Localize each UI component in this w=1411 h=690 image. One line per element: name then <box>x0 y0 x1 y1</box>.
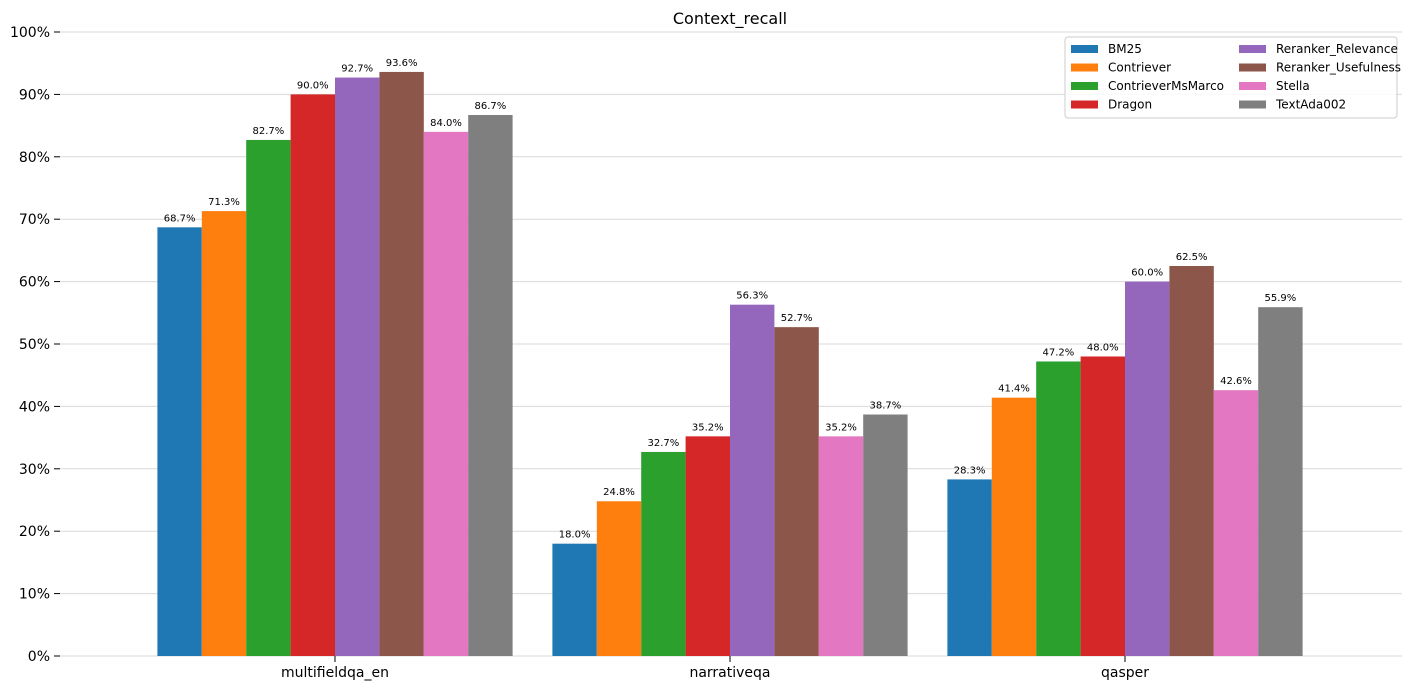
bar-value-label: 93.6% <box>386 58 418 69</box>
bar-value-label: 86.7% <box>475 101 507 112</box>
y-tick-label: 40% <box>19 399 50 415</box>
chart-title: Context_recall <box>673 9 787 29</box>
bar-value-label: 42.6% <box>1220 376 1252 387</box>
y-tick-label: 60% <box>19 275 50 291</box>
bar <box>641 451 686 656</box>
bar <box>290 94 335 656</box>
legend-swatch <box>1239 82 1266 90</box>
legend: BM25 Contriever ContrieverMsMarco Dragon Rer… <box>1064 36 1401 119</box>
bar-value-label: 47.2% <box>1043 347 1075 358</box>
bar <box>685 436 730 656</box>
bar <box>468 114 513 656</box>
legend-entry: Stella <box>1276 79 1310 93</box>
legend-entry: Reranker_Usefulness <box>1276 61 1401 75</box>
bar <box>1213 390 1259 656</box>
bar-value-label: 60.0% <box>1131 268 1163 279</box>
bar <box>201 211 247 656</box>
bar <box>379 71 424 657</box>
x-tick-label: qasper <box>1101 665 1149 681</box>
bar-value-label: 52.7% <box>781 313 813 324</box>
bar-value-label: 41.4% <box>998 384 1030 395</box>
x-axis: multifieldqa_en narrativeqa qasper <box>281 656 1149 681</box>
bar <box>1080 356 1125 656</box>
bar-value-label: 82.7% <box>253 126 285 137</box>
bar <box>596 501 642 656</box>
bar-value-label: 62.5% <box>1176 252 1208 263</box>
y-tick-label: 100% <box>10 25 50 41</box>
bars <box>157 71 1303 657</box>
bar-value-label: 71.3% <box>208 197 240 208</box>
bar <box>730 304 775 656</box>
legend-entry: ContrieverMsMarco <box>1108 79 1224 93</box>
legend-entry: Reranker_Relevance <box>1276 42 1398 56</box>
y-tick-label: 0% <box>28 649 50 665</box>
legend-entry: BM25 <box>1108 42 1142 56</box>
x-tick-label: narrativeqa <box>689 665 770 681</box>
bar-value-label: 56.3% <box>736 291 768 302</box>
x-tick-label: multifieldqa_en <box>281 665 389 681</box>
y-tick-label: 20% <box>19 524 50 540</box>
legend-swatch <box>1239 63 1266 72</box>
legend-swatch <box>1071 63 1098 72</box>
y-tick-label: 10% <box>19 587 50 603</box>
bar-value-label: 32.7% <box>648 438 680 449</box>
bar-value-label: 24.8% <box>603 487 635 498</box>
legend-entry: Dragon <box>1108 98 1152 112</box>
bar <box>1169 266 1214 656</box>
bar <box>863 414 908 656</box>
bar <box>947 479 992 656</box>
bar-value-label: 68.7% <box>164 213 196 224</box>
y-tick-label: 50% <box>19 337 50 353</box>
legend-entry: Contriever <box>1108 61 1171 75</box>
bar-value-label: 84.0% <box>430 118 462 129</box>
legend-swatch <box>1071 45 1098 53</box>
bar <box>423 131 469 657</box>
bar <box>1125 281 1170 656</box>
legend-entry: TextAda002 <box>1275 98 1346 112</box>
bar-value-label: 90.0% <box>297 80 329 91</box>
bar-value-label: 48.0% <box>1087 342 1119 353</box>
bar <box>818 436 864 656</box>
y-tick-label: 90% <box>19 87 50 103</box>
bar <box>991 397 1037 656</box>
bar <box>552 543 597 656</box>
bar <box>774 327 819 656</box>
y-tick-label: 80% <box>19 150 50 166</box>
bar <box>1036 361 1081 656</box>
bar <box>1258 307 1303 656</box>
y-tick-label: 70% <box>19 212 50 228</box>
legend-swatch <box>1071 82 1098 90</box>
bar <box>246 139 291 656</box>
bar-value-label: 35.2% <box>825 422 857 433</box>
y-tick-label: 30% <box>19 462 50 478</box>
legend-frame <box>1064 36 1398 119</box>
bar-value-label: 35.2% <box>692 422 724 433</box>
bar-value-label: 92.7% <box>341 64 373 75</box>
bar-value-label: 55.9% <box>1265 293 1297 304</box>
bar <box>157 227 202 656</box>
legend-swatch <box>1071 100 1098 109</box>
bar <box>335 77 380 656</box>
legend-swatch <box>1239 100 1266 109</box>
bar-value-label: 28.3% <box>954 465 986 476</box>
legend-swatch <box>1239 45 1266 53</box>
bar-value-label: 18.0% <box>559 530 591 541</box>
y-axis: 0% 10% 20% 30% 40% 50% 60% 70% 80% 90% 100% <box>10 25 60 665</box>
bar-value-label: 38.7% <box>870 401 902 412</box>
bar-labels: 68.7% 71.3% 82.7% 90.0% 92.7% 93.6% 84.0% 86.7%… <box>164 58 1297 541</box>
